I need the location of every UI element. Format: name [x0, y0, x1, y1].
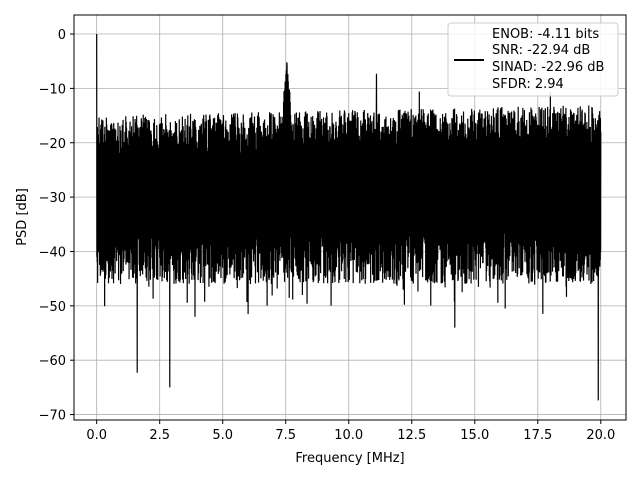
y-tick-label: −70	[39, 409, 66, 424]
y-tick-label: −20	[39, 137, 66, 152]
x-tick-label: 12.5	[397, 428, 426, 443]
y-tick-label: −50	[39, 300, 66, 315]
legend-box	[447, 22, 619, 97]
x-tick-label: 5.0	[212, 428, 233, 443]
y-axis-ticks: 0 −10 −20 −30 −40 −50 −60 −70	[39, 28, 74, 424]
y-axis-title: PSD [dB]	[15, 188, 30, 246]
y-tick-label: 0	[58, 28, 66, 43]
x-tick-label: 7.5	[275, 428, 296, 443]
x-tick-label: 2.5	[149, 428, 170, 443]
y-tick-label: −60	[39, 354, 66, 369]
legend-entry-enob: ENOB: -4.11 bits	[492, 27, 599, 42]
legend-entry-sinad: SINAD: -22.96 dB	[492, 60, 604, 75]
legend: ENOB: -4.11 bits SNR: -22.94 dB SINAD: -…	[447, 22, 619, 97]
x-tick-label: 20.0	[586, 428, 615, 443]
y-tick-label: −30	[39, 191, 66, 206]
x-tick-label: 10.0	[334, 428, 363, 443]
y-tick-label: −40	[39, 245, 66, 260]
x-tick-label: 17.5	[523, 428, 552, 443]
psd-line	[96, 34, 602, 401]
plot-frame	[73, 14, 627, 421]
x-tick-label: 0.0	[86, 428, 107, 443]
x-axis-ticks: 0.0 2.5 5.0 7.5 10.0 12.5 15.0 17.5 20.0	[86, 420, 615, 443]
x-tick-label: 15.0	[460, 428, 489, 443]
x-axis-title: Frequency [MHz]	[295, 451, 404, 466]
legend-entry-snr: SNR: -22.94 dB	[492, 43, 590, 58]
y-tick-label: −10	[39, 82, 66, 97]
legend-entry-sfdr: SFDR: 2.94	[492, 77, 564, 92]
psd-series	[96, 34, 602, 401]
